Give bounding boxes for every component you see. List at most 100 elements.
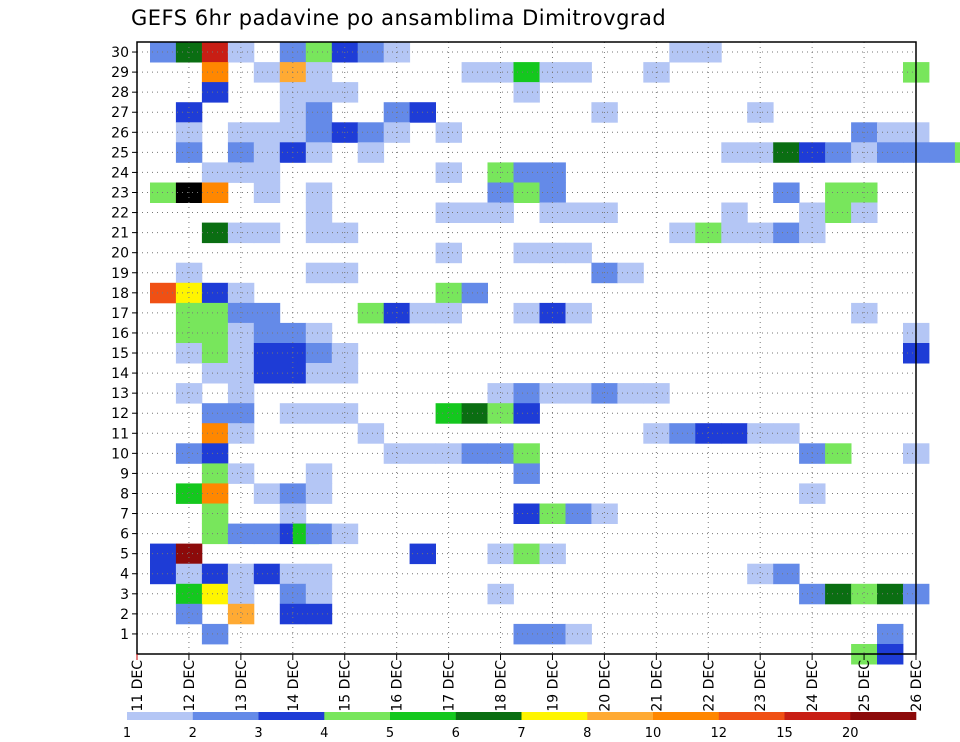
heatmap-cell <box>591 503 618 524</box>
heatmap-cell <box>227 423 255 444</box>
y-tick-label: 25 <box>111 145 129 161</box>
heatmap-cell <box>175 483 203 504</box>
heatmap-cell <box>150 42 177 63</box>
y-tick-label: 16 <box>111 326 129 342</box>
heatmap-cell <box>227 463 255 484</box>
y-tick-label: 27 <box>111 105 129 121</box>
heatmap-cell <box>357 423 385 444</box>
heatmap-cell <box>227 343 255 364</box>
heatmap-cell <box>305 403 333 424</box>
y-tick-label: 6 <box>120 527 129 543</box>
y-tick-label: 11 <box>111 426 129 442</box>
heatmap-cell <box>617 383 644 404</box>
x-tick-label: 15 DEC <box>338 660 354 712</box>
colorbar-label: 6 <box>452 726 460 741</box>
heatmap-cell <box>825 443 852 464</box>
heatmap-cell <box>305 42 333 63</box>
heatmap-cell <box>201 503 229 524</box>
heatmap-cell <box>175 563 203 585</box>
heatmap-cell <box>227 563 255 585</box>
heatmap-cell <box>201 162 229 183</box>
heatmap-cell <box>305 182 333 203</box>
heatmap-cell <box>150 282 177 304</box>
x-tick-label: 20 DEC <box>597 660 613 712</box>
heatmap-cell <box>825 182 852 203</box>
heatmap-cell <box>305 483 333 504</box>
colorbar-label: 7 <box>517 726 525 741</box>
heatmap-cell <box>201 523 229 545</box>
heatmap-cell <box>747 423 774 444</box>
chart-title: GEFS 6hr padavine po ansamblima Dimitrov… <box>131 6 667 30</box>
heatmap-cell <box>565 302 592 324</box>
heatmap-cell <box>305 343 333 364</box>
heatmap-cell <box>565 202 592 223</box>
heatmap-cell <box>461 443 488 464</box>
heatmap-cell <box>513 403 540 424</box>
y-tick-label: 23 <box>111 185 129 201</box>
heatmap-cell <box>175 443 203 464</box>
heatmap-cell <box>513 503 540 524</box>
heatmap-cell <box>175 543 203 565</box>
y-tick-label: 21 <box>111 226 129 242</box>
heatmap-cell <box>201 443 229 464</box>
heatmap-cell <box>201 583 229 605</box>
heatmap-cell <box>773 563 800 585</box>
heatmap-cell <box>565 623 592 645</box>
y-tick-label: 22 <box>111 206 129 222</box>
heatmap-cell <box>357 302 385 324</box>
colorbar-label: 1 <box>123 726 131 741</box>
colorbar-swatch <box>784 712 851 720</box>
heatmap-cell <box>201 363 229 384</box>
heatmap-cell <box>201 302 229 324</box>
heatmap-cell <box>305 363 333 384</box>
heatmap-cell <box>461 282 488 304</box>
heatmap-cell <box>643 423 670 444</box>
heatmap-cell <box>513 543 540 565</box>
heatmap-cell <box>201 343 229 364</box>
heatmap-cell <box>591 383 618 404</box>
colorbar-label: 2 <box>189 726 197 741</box>
heatmap-cell <box>175 583 203 605</box>
heatmap-cell <box>175 282 203 304</box>
heatmap-cell <box>721 202 748 223</box>
heatmap-cell <box>851 583 878 605</box>
heatmap-cell <box>825 583 852 605</box>
y-tick-label: 19 <box>111 266 129 282</box>
y-tick-label: 8 <box>120 486 129 502</box>
heatmap-cell <box>331 403 359 424</box>
y-tick-label: 24 <box>111 165 129 181</box>
heatmap-cell <box>487 543 514 565</box>
x-tick-label: 24 DEC <box>805 660 821 712</box>
colorbar-swatch <box>324 712 391 720</box>
heatmap-cell <box>461 62 488 83</box>
heatmap-cell <box>201 322 229 344</box>
heatmap-cell <box>331 523 359 545</box>
x-tick-label: 22 DEC <box>701 660 717 712</box>
colorbar-swatch <box>653 712 719 720</box>
heatmap-cell <box>877 623 904 645</box>
heatmap-cell <box>435 443 462 464</box>
heatmap-cell <box>201 403 229 424</box>
heatmap-cell <box>227 322 255 344</box>
heatmap-cell <box>513 242 540 264</box>
colorbar-label: 10 <box>645 726 662 741</box>
heatmap-cell <box>201 563 229 585</box>
heatmap-cell <box>305 222 333 244</box>
heatmap-cell <box>565 383 592 404</box>
heatmap-cell <box>877 583 904 605</box>
heatmap-cell <box>954 142 960 163</box>
heatmap-cell <box>877 142 904 163</box>
x-tick-label: 23 DEC <box>753 660 769 712</box>
heatmap-cell <box>825 202 852 223</box>
heatmap-cell <box>175 322 203 344</box>
heatmap-cell <box>487 583 514 605</box>
heatmap-cell <box>201 282 229 304</box>
heatmap-cell <box>435 403 462 424</box>
heatmap-cell <box>773 222 800 244</box>
heatmap-cell <box>435 282 462 304</box>
colorbar-swatch <box>718 712 785 720</box>
heatmap-cell <box>513 623 540 645</box>
colorbar-swatch <box>850 712 917 720</box>
y-tick-label: 20 <box>111 246 129 262</box>
heatmap-cell <box>513 463 540 484</box>
